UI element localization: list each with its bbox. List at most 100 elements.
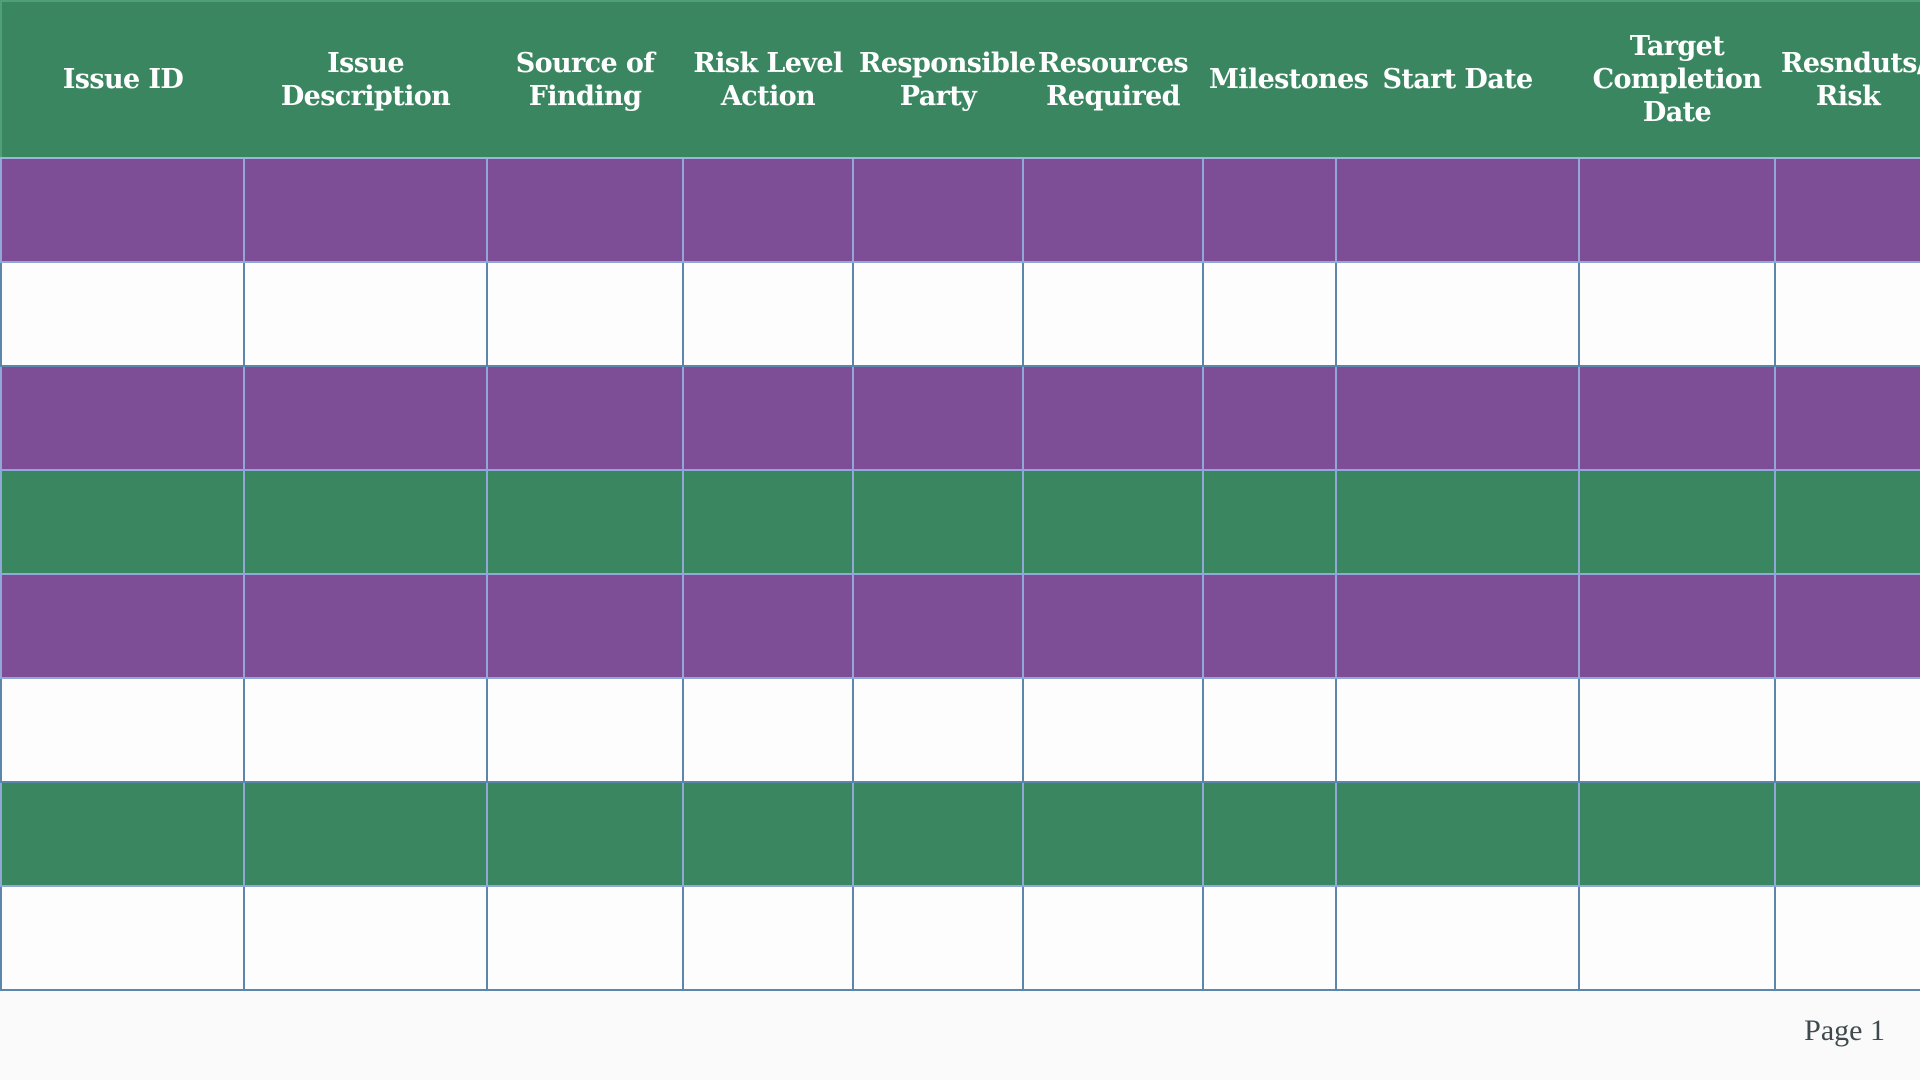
table-cell[interactable]	[1202, 573, 1337, 679]
table-cell[interactable]	[243, 261, 488, 367]
table-cell[interactable]	[486, 365, 684, 471]
table-cell[interactable]	[1774, 677, 1920, 783]
table-cell[interactable]	[0, 157, 245, 263]
table-cell[interactable]	[0, 573, 245, 679]
table-cell[interactable]	[682, 261, 854, 367]
page-number: Page 1	[1804, 1014, 1885, 1047]
table-cell[interactable]	[1335, 365, 1580, 471]
table-cell[interactable]	[1774, 261, 1920, 367]
table-cell[interactable]	[1335, 469, 1580, 575]
table-cell[interactable]	[682, 157, 854, 263]
table-cell[interactable]	[852, 573, 1024, 679]
table-cell[interactable]	[0, 677, 245, 783]
table-cell[interactable]	[682, 469, 854, 575]
table-cell[interactable]	[1022, 157, 1204, 263]
table-body	[0, 157, 1920, 991]
table-row	[0, 677, 1920, 783]
table-cell[interactable]	[1774, 469, 1920, 575]
table-cell[interactable]	[0, 781, 245, 887]
table-cell[interactable]	[852, 469, 1024, 575]
table-cell[interactable]	[1578, 261, 1776, 367]
column-header-target-completion-date: Target Completion Date	[1579, 0, 1775, 159]
table-cell[interactable]	[1578, 677, 1776, 783]
table-cell[interactable]	[243, 677, 488, 783]
table-cell[interactable]	[486, 157, 684, 263]
table-cell[interactable]	[0, 469, 245, 575]
table-cell[interactable]	[1335, 885, 1580, 991]
table-cell[interactable]	[486, 885, 684, 991]
table-cell[interactable]	[243, 781, 488, 887]
table-cell[interactable]	[682, 365, 854, 471]
table-cell[interactable]	[243, 885, 488, 991]
table-cell[interactable]	[1578, 573, 1776, 679]
table-cell[interactable]	[1202, 885, 1337, 991]
table-cell[interactable]	[1335, 573, 1580, 679]
table-row	[0, 885, 1920, 991]
table-cell[interactable]	[1774, 781, 1920, 887]
table-cell[interactable]	[1774, 157, 1920, 263]
table-cell[interactable]	[486, 573, 684, 679]
table-cell[interactable]	[1335, 157, 1580, 263]
column-header-source-of-finding: Source of Finding	[487, 0, 683, 159]
table-cell[interactable]	[682, 573, 854, 679]
table-cell[interactable]	[1202, 157, 1337, 263]
table-cell[interactable]	[1022, 365, 1204, 471]
table-cell[interactable]	[682, 781, 854, 887]
table-cell[interactable]	[1578, 885, 1776, 991]
table-cell[interactable]	[243, 573, 488, 679]
table-cell[interactable]	[1022, 469, 1204, 575]
table-cell[interactable]	[1202, 261, 1337, 367]
table-cell[interactable]	[1022, 885, 1204, 991]
table-row	[0, 365, 1920, 471]
table-cell[interactable]	[1022, 573, 1204, 679]
table-cell[interactable]	[1022, 781, 1204, 887]
table-cell[interactable]	[852, 781, 1024, 887]
table-cell[interactable]	[1578, 157, 1776, 263]
table-cell[interactable]	[486, 677, 684, 783]
table-cell[interactable]	[1022, 677, 1204, 783]
table-cell[interactable]	[852, 157, 1024, 263]
column-header-issue-id: Issue ID	[0, 0, 244, 159]
table-row	[0, 573, 1920, 679]
table-cell[interactable]	[1578, 469, 1776, 575]
column-header-milestones: Milestones	[1203, 0, 1369, 159]
table-cell[interactable]	[486, 261, 684, 367]
table-cell[interactable]	[1578, 781, 1776, 887]
table-cell[interactable]	[682, 885, 854, 991]
table-cell[interactable]	[1774, 885, 1920, 991]
table-cell[interactable]	[852, 261, 1024, 367]
column-header-risk-level-action: Risk Level Action	[683, 0, 853, 159]
table-cell[interactable]	[852, 885, 1024, 991]
table-cell[interactable]	[1335, 677, 1580, 783]
table-cell[interactable]	[1774, 573, 1920, 679]
column-header-resources-required: Resources Required	[1023, 0, 1203, 159]
column-header-issue-description: Issue Description	[244, 0, 487, 159]
table-cell[interactable]	[1335, 781, 1580, 887]
table-cell[interactable]	[1202, 365, 1337, 471]
table-cell[interactable]	[1335, 261, 1580, 367]
table-cell[interactable]	[243, 157, 488, 263]
table-cell[interactable]	[682, 677, 854, 783]
table-row	[0, 469, 1920, 575]
table-cell[interactable]	[1774, 365, 1920, 471]
table-cell[interactable]	[1022, 261, 1204, 367]
table-cell[interactable]	[1202, 469, 1337, 575]
table-cell[interactable]	[0, 365, 245, 471]
table-cell[interactable]	[1578, 365, 1776, 471]
table-cell[interactable]	[852, 677, 1024, 783]
table-cell[interactable]	[0, 885, 245, 991]
column-header-start-date: Start Date	[1336, 0, 1579, 159]
table-cell[interactable]	[852, 365, 1024, 471]
table-cell[interactable]	[243, 365, 488, 471]
table-cell[interactable]	[486, 781, 684, 887]
column-header-residual-risk: Resnduts/ Risk	[1775, 0, 1920, 159]
table-cell[interactable]	[0, 261, 245, 367]
table-cell[interactable]	[486, 469, 684, 575]
action-plan-table: Issue ID Issue Description Source of Fin…	[0, 0, 1920, 991]
table-cell[interactable]	[1202, 781, 1337, 887]
table-cell[interactable]	[243, 469, 488, 575]
table-row	[0, 157, 1920, 263]
table-cell[interactable]	[1202, 677, 1337, 783]
table-row	[0, 781, 1920, 887]
